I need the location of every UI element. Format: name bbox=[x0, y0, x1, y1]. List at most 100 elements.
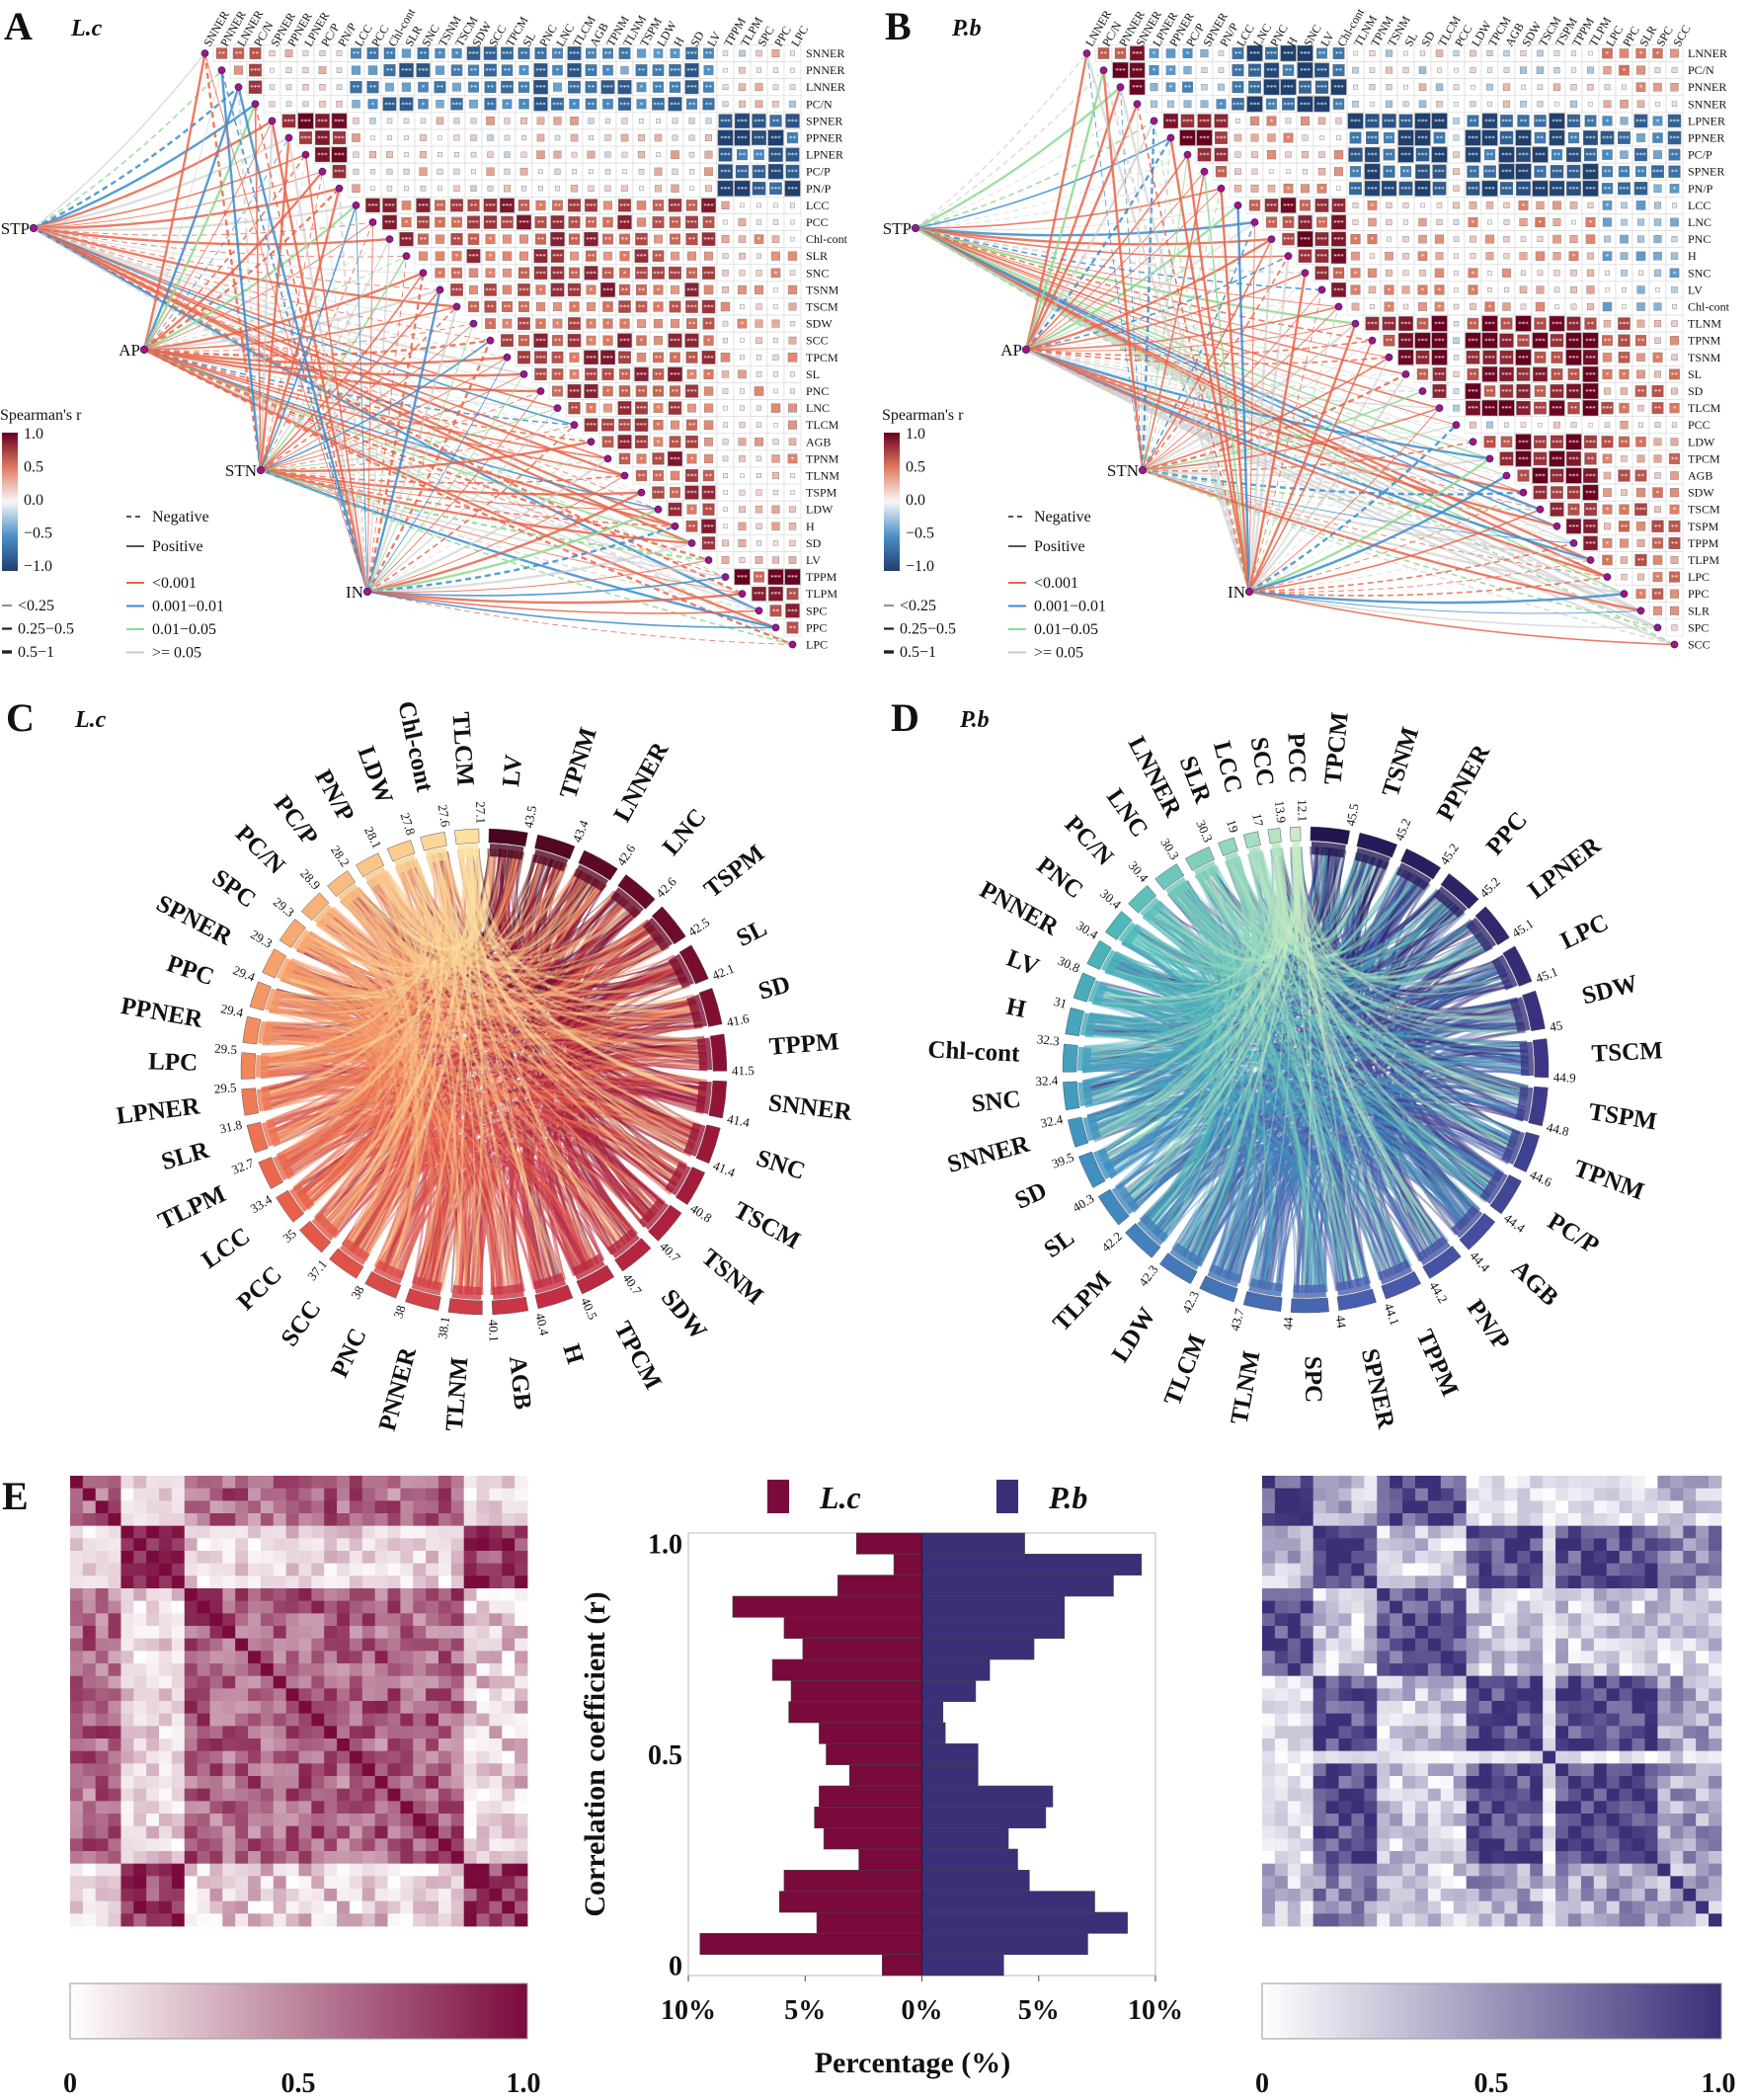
significance-stars: ** bbox=[655, 355, 663, 363]
significance-stars: *** bbox=[770, 152, 781, 160]
matrix-cell-square bbox=[284, 49, 293, 57]
matrix-cell-square bbox=[438, 186, 442, 192]
matrix-cell-square bbox=[1435, 83, 1444, 91]
matrix-cell-square bbox=[1317, 168, 1326, 176]
network-link bbox=[366, 541, 692, 594]
significance-stars: ** bbox=[1654, 388, 1662, 396]
significance-stars: *** bbox=[636, 371, 647, 379]
matrix-cell-square bbox=[1470, 303, 1476, 310]
significance-stars: * bbox=[1320, 186, 1324, 194]
significance-stars: ** bbox=[655, 253, 663, 261]
matrix-cell-square bbox=[670, 48, 680, 58]
matrix-cell-square bbox=[1403, 84, 1408, 90]
significance-stars: ** bbox=[705, 321, 713, 329]
significance-stars: *** bbox=[1501, 355, 1512, 363]
p-value-legend-label: 0.001−0.01 bbox=[1034, 599, 1106, 615]
significance-stars: * bbox=[606, 321, 610, 329]
matrix-cell-square bbox=[1537, 49, 1544, 57]
matrix-cell-square bbox=[369, 169, 376, 175]
matrix-cell-square bbox=[1553, 50, 1560, 56]
significance-stars: *** bbox=[1468, 355, 1478, 363]
variable-node-dot bbox=[1267, 235, 1276, 244]
significance-stars: *** bbox=[317, 135, 328, 143]
significance-stars: * bbox=[1287, 135, 1291, 143]
matrix-cell-square bbox=[1570, 270, 1577, 277]
row-label: AGB bbox=[806, 435, 831, 448]
significance-stars: * bbox=[1656, 355, 1660, 363]
significance-stars: * bbox=[1472, 286, 1475, 294]
matrix-cell-square bbox=[1670, 556, 1679, 564]
row-label: PCC bbox=[1688, 418, 1710, 432]
significance-stars: *** bbox=[1652, 169, 1663, 177]
matrix-cell-square bbox=[722, 539, 729, 547]
significance-stars: * bbox=[1673, 270, 1677, 278]
chord-value-label: 41.5 bbox=[732, 1063, 755, 1078]
significance-stars: *** bbox=[686, 473, 697, 481]
significance-stars: * bbox=[1421, 253, 1425, 261]
chord-value-label: 40.7 bbox=[657, 1239, 683, 1265]
panel-c-species: L.c bbox=[74, 707, 107, 733]
row-label: SPNER bbox=[806, 114, 842, 127]
significance-stars: * bbox=[1656, 50, 1660, 58]
significance-stars: *** bbox=[1585, 355, 1596, 363]
p-value-legend-label: 0.01−0.05 bbox=[1034, 621, 1098, 638]
matrix-cell-square bbox=[1669, 488, 1680, 498]
significance-stars: * bbox=[1472, 219, 1475, 227]
chord-category-label: PPC bbox=[163, 950, 217, 991]
matrix-cell-square bbox=[1670, 48, 1679, 58]
chord-segment-arc bbox=[454, 828, 480, 845]
significance-stars: * bbox=[1623, 405, 1627, 413]
matrix-cell-square bbox=[571, 169, 578, 175]
matrix-cell-square bbox=[1570, 67, 1577, 73]
significance-stars: *** bbox=[1216, 118, 1227, 125]
network-link bbox=[366, 390, 541, 593]
significance-stars: ** bbox=[252, 50, 260, 58]
matrix-cell-square bbox=[520, 118, 527, 124]
row-label: TLCM bbox=[806, 418, 839, 432]
matrix-cell-square bbox=[1653, 606, 1662, 615]
significance-stars: *** bbox=[770, 186, 781, 194]
significance-stars: * bbox=[1606, 557, 1610, 565]
significance-stars: *** bbox=[502, 84, 513, 92]
matrix-cell-square bbox=[352, 100, 360, 109]
matrix-cell-square bbox=[1487, 271, 1492, 276]
matrix-cell-square bbox=[519, 167, 528, 176]
matrix-cell-square bbox=[1635, 487, 1646, 498]
significance-stars: *** bbox=[1367, 118, 1378, 125]
significance-stars: *** bbox=[535, 355, 546, 363]
significance-stars: *** bbox=[1316, 253, 1327, 261]
matrix-cell-square bbox=[466, 46, 481, 60]
row-label: PC/P bbox=[806, 165, 831, 179]
significance-stars: * bbox=[1606, 455, 1610, 463]
matrix-cell-square bbox=[269, 101, 276, 108]
significance-stars: *** bbox=[1568, 169, 1579, 177]
matrix-cell-square bbox=[600, 80, 615, 95]
matrix-cell-square bbox=[1621, 455, 1628, 462]
matrix-cell-square bbox=[1470, 235, 1476, 243]
significance-stars: ** bbox=[554, 371, 562, 379]
significance-stars: *** bbox=[401, 236, 412, 244]
chord-value-label: 35 bbox=[279, 1226, 299, 1246]
matrix-cell-square bbox=[739, 252, 746, 260]
significance-stars: *** bbox=[670, 270, 680, 278]
network-link bbox=[366, 239, 391, 593]
significance-stars: *** bbox=[787, 574, 798, 582]
matrix-cell-square bbox=[1670, 606, 1679, 615]
matrix-cell-square bbox=[722, 439, 729, 445]
significance-stars: * bbox=[674, 355, 677, 363]
significance-stars: *** bbox=[1417, 118, 1428, 125]
matrix-cell-square bbox=[1604, 523, 1611, 530]
significance-stars: ** bbox=[1637, 338, 1645, 346]
matrix-cell-square bbox=[739, 489, 746, 496]
significance-stars: *** bbox=[1132, 84, 1143, 92]
significance-stars: ** bbox=[1386, 338, 1393, 346]
factor-node-label: STN bbox=[225, 461, 257, 480]
significance-stars: *** bbox=[670, 371, 680, 379]
spearman-legend-title: Spearman's r bbox=[0, 407, 82, 424]
significance-stars: ** bbox=[235, 50, 243, 58]
significance-stars: *** bbox=[384, 219, 395, 227]
variable-node-dot bbox=[1166, 133, 1175, 142]
significance-stars: *** bbox=[1551, 169, 1562, 177]
matrix-cell-square bbox=[653, 318, 664, 329]
network-link bbox=[260, 272, 425, 471]
